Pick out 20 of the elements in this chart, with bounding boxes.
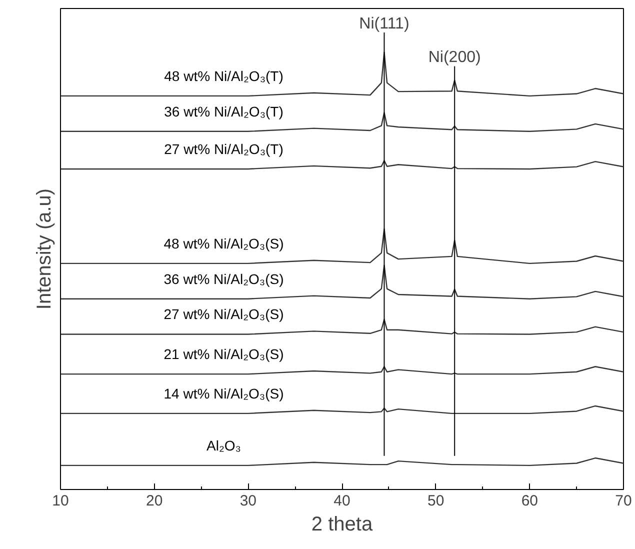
series-label: 27 wt% Ni/Al₂O₃(S)	[164, 306, 284, 322]
x-tick-label: 10	[52, 492, 69, 510]
series-label: 36 wt% Ni/Al₂O₃(S)	[164, 270, 284, 287]
x-axis-title: 2 theta	[311, 514, 374, 536]
x-tick-label: 30	[240, 492, 257, 510]
series-label: 48 wt% Ni/Al₂O₃(T)	[164, 68, 284, 84]
x-tick-label: 20	[146, 492, 163, 510]
series-label: 48 wt% Ni/Al₂O₃(S)	[164, 235, 284, 252]
series-label: 21 wt% Ni/Al₂O₃(S)	[164, 346, 284, 362]
series-label: Al₂O₃	[206, 437, 242, 454]
x-tick-label: 40	[334, 492, 350, 510]
x-tick-label: 60	[521, 492, 538, 510]
ref-line-label: Ni(111)	[359, 16, 410, 33]
x-tick-label: 50	[427, 492, 444, 510]
y-axis-title: Intensity (a.u)	[34, 188, 56, 310]
series-label: 14 wt% Ni/Al₂O₃(S)	[164, 385, 284, 402]
series-label: 27 wt% Ni/Al₂O₃(T)	[164, 140, 284, 157]
series-label: 36 wt% Ni/Al₂O₃(T)	[164, 103, 284, 120]
x-tick-label: 70	[615, 492, 632, 510]
ref-line-label: Ni(200)	[428, 49, 481, 66]
